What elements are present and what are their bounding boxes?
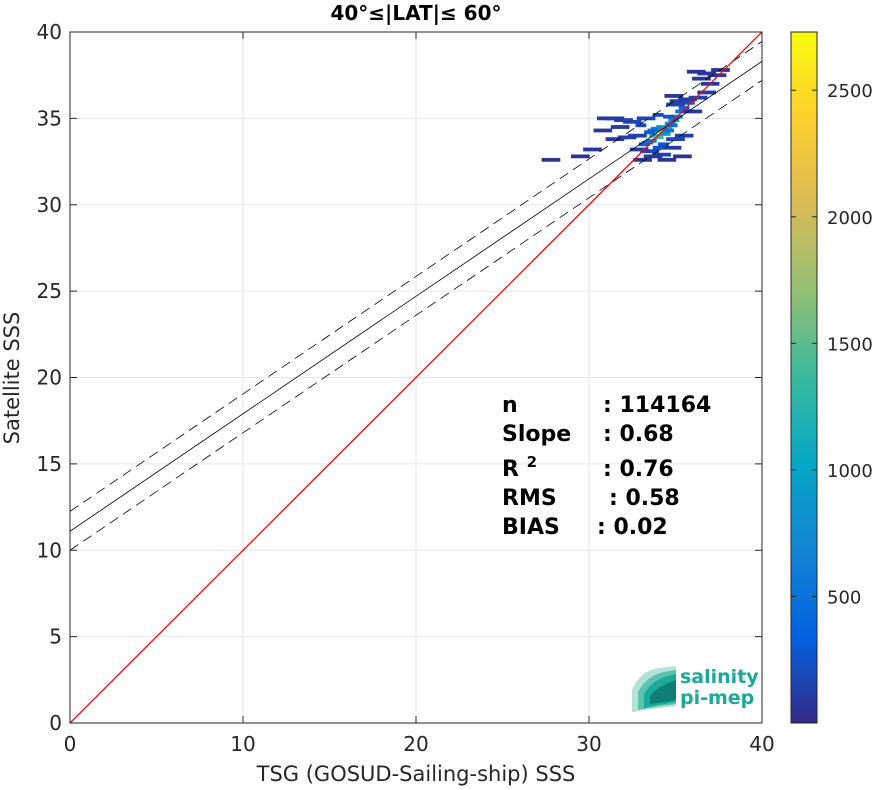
density-cell: [692, 76, 711, 81]
density-cell: [635, 123, 647, 128]
density-cell: [663, 114, 675, 119]
stat-label-bias: BIAS: [502, 515, 560, 540]
y-tick-label: 5: [49, 625, 62, 649]
density-cell: [643, 154, 663, 159]
colorbar-tick-label: 1500: [827, 334, 873, 355]
stat-value-n: : 114164: [603, 393, 711, 418]
density-cell: [640, 149, 659, 154]
stat-label-n: n: [502, 393, 518, 418]
y-tick-label: 0: [49, 711, 62, 735]
density-cell: [675, 109, 687, 114]
density-cell: [707, 73, 727, 78]
stat-label-r: R: [502, 457, 519, 482]
density-cell: [688, 95, 708, 100]
stat-label-r-superscript: 2: [527, 453, 537, 471]
density-cell: [629, 147, 649, 152]
density-cell: [610, 125, 630, 129]
x-tick-label: 10: [230, 732, 255, 756]
y-tick-label: 40: [37, 20, 62, 44]
stat-label-r2: R 2: [502, 453, 537, 482]
density-cell: [652, 113, 664, 117]
regression-lines: [70, 32, 762, 723]
density-cell: [686, 69, 706, 74]
density-cell: [683, 100, 695, 105]
stat-value-slope: : 0.68: [603, 422, 674, 447]
density-cell: [571, 154, 590, 159]
logo-text-salinity: salinity: [680, 666, 759, 688]
density-cell: [666, 137, 685, 142]
colorbar: [790, 31, 818, 724]
logo-text-pi-mep: pi-mep: [680, 687, 754, 709]
density-cell: [628, 133, 647, 138]
density-cell: [541, 157, 561, 162]
y-tick-label: 15: [37, 452, 62, 476]
axis-ticks: 0 10 20 30 40 0 5 10 15 20 25 30 35 40: [37, 20, 775, 756]
salinity-pi-mep-logo: salinity pi-mep: [632, 666, 759, 712]
density-cell: [697, 90, 716, 95]
colorbar-tick-label: 500: [827, 587, 861, 608]
density-cell: [674, 133, 694, 138]
y-tick-label: 30: [37, 193, 62, 217]
density-cell: [666, 123, 678, 128]
x-tick-label: 20: [403, 732, 428, 756]
density-cell: [678, 106, 690, 110]
identity-line: [70, 32, 762, 723]
stat-label-rms: RMS: [502, 486, 557, 511]
colorbar-tick-label: 2000: [827, 208, 873, 229]
stat-value-r2: : 0.76: [603, 457, 674, 482]
density-cell: [678, 97, 697, 102]
x-tick-label: 30: [576, 732, 601, 756]
density-cell: [657, 142, 669, 147]
stat-value-bias: : 0.02: [597, 515, 668, 540]
colorbar-tick-label: 1000: [827, 461, 873, 482]
x-tick-label: 40: [749, 732, 774, 756]
density-cell: [697, 71, 716, 76]
density-cell: [636, 116, 656, 121]
density-cell: [663, 128, 675, 133]
density-cell: [644, 130, 655, 135]
density-cell: [583, 147, 602, 152]
density-cell: [664, 94, 684, 98]
y-tick-label: 25: [37, 279, 62, 303]
density-cell: [605, 137, 625, 142]
logo-wave-icon: [632, 666, 676, 712]
y-tick-label: 20: [37, 366, 62, 390]
density-cell: [673, 154, 692, 159]
colorbar-tick-label: 2500: [827, 81, 873, 102]
x-axis-label: TSG (GOSUD-Sailing-ship) SSS: [256, 762, 576, 786]
density-cell: [662, 145, 682, 150]
colorbar-ticks: 500 1000 1500 2000 2500: [791, 81, 873, 608]
x-tick-label: 0: [64, 732, 77, 756]
density-cell: [666, 102, 685, 107]
statistics-annotation: n : 114164 Slope : 0.68 R 2 : 0.76 RMS :…: [502, 393, 711, 540]
density-cell: [659, 132, 671, 136]
stat-value-rms: : 0.58: [609, 486, 680, 511]
fit-upper-dashed-line: [70, 41, 762, 512]
fit-lower-dashed-line: [70, 80, 762, 551]
y-axis-label: Satellite SSS: [0, 312, 24, 445]
stat-label-slope: Slope: [502, 422, 571, 447]
y-tick-label: 35: [37, 106, 62, 130]
density-cell: [652, 145, 664, 150]
density-cell: [657, 157, 677, 162]
density-cell: [593, 128, 613, 133]
y-tick-label: 10: [37, 538, 62, 562]
density-cell: [596, 116, 616, 121]
density-cell: [638, 142, 650, 147]
fit-line: [70, 61, 762, 532]
density-cell: [652, 135, 664, 140]
density-cell: [683, 109, 703, 114]
density-cell: [633, 157, 652, 162]
density-cell: [617, 135, 637, 140]
chart-title: 40°≤|LAT|≤ 60°: [330, 1, 501, 25]
